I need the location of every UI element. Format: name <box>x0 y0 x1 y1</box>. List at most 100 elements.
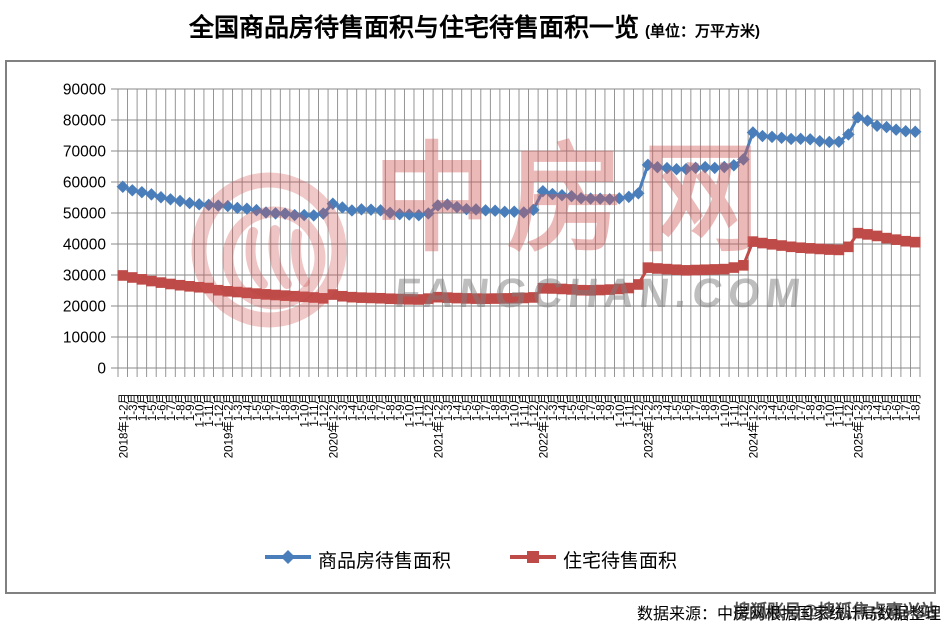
x-axis-label: 1-7月 <box>376 393 388 421</box>
x-axis-label: 1-11月 <box>309 393 321 427</box>
data-point <box>174 279 186 291</box>
x-axis-label: 1-9月 <box>815 393 827 421</box>
chart-title-text: 全国商品房待售面积与住宅待售面积一览 <box>188 14 639 42</box>
x-axis-label: 1-4月 <box>347 393 359 421</box>
data-point <box>383 206 397 220</box>
data-point <box>289 290 300 302</box>
y-axis-label: 90000 <box>63 82 106 99</box>
x-axis-label: 1-9月 <box>500 393 512 421</box>
x-axis-label: 1-9月 <box>605 393 617 421</box>
data-point <box>900 235 911 247</box>
data-point <box>441 198 454 211</box>
x-axis-label: 1-7月 <box>586 393 598 421</box>
data-point <box>231 201 244 215</box>
x-axis-label: 1-8月 <box>491 393 503 421</box>
x-axis-label: 1-10月 <box>825 393 837 428</box>
x-axis-label: 2022年1-2月 <box>536 393 550 458</box>
data-point <box>165 278 176 290</box>
data-point <box>641 158 655 172</box>
data-point <box>679 162 693 176</box>
legend-marker-residential <box>509 548 557 571</box>
data-point <box>737 153 750 166</box>
chart-title: 全国商品房待售面积与住宅待售面积一览 (单位：万平方米) <box>0 8 949 44</box>
x-axis-label: 1-12月 <box>214 393 226 428</box>
data-point <box>871 230 883 242</box>
data-point <box>622 190 635 204</box>
data-point <box>422 293 434 304</box>
data-point <box>336 201 349 214</box>
data-point <box>528 292 539 303</box>
x-axis-label: 1-7月 <box>166 393 178 421</box>
data-point <box>480 293 491 305</box>
data-point <box>508 205 521 218</box>
x-axis-label: 1-11月 <box>624 393 636 427</box>
data-point <box>536 185 550 198</box>
x-axis-label: 1-6月 <box>156 393 168 421</box>
data-point <box>413 294 425 305</box>
x-axis-label: 1-10月 <box>195 393 207 428</box>
data-point <box>375 292 386 304</box>
x-axis-label: 1-6月 <box>261 393 273 421</box>
data-point <box>517 206 530 219</box>
data-point <box>403 294 415 305</box>
data-point <box>727 159 741 172</box>
data-point <box>442 292 453 303</box>
data-point <box>642 262 654 273</box>
data-point <box>832 135 846 149</box>
x-axis-label: 2025年1-2月 <box>851 393 865 458</box>
data-point <box>842 128 855 141</box>
x-axis-label: 2018年1-2月 <box>116 393 130 458</box>
y-axis-label: 70000 <box>63 144 106 161</box>
x-axis-label: 1-5月 <box>672 393 684 421</box>
data-point <box>843 241 854 253</box>
data-point <box>766 239 778 250</box>
data-point <box>585 285 596 296</box>
data-point <box>555 189 569 202</box>
x-axis-label: 1-3月 <box>338 393 350 421</box>
x-axis-label: 1-10月 <box>510 393 522 428</box>
x-axis-label: 2024年1-2月 <box>746 393 760 458</box>
data-point <box>135 185 149 199</box>
data-point <box>259 206 273 219</box>
data-point <box>450 200 464 214</box>
x-axis-label: 1-3月 <box>128 393 140 421</box>
data-point <box>337 290 348 302</box>
x-axis-label: 1-7月 <box>901 393 913 421</box>
data-point <box>508 292 520 304</box>
data-point <box>775 131 788 145</box>
data-point <box>623 282 635 294</box>
data-point <box>279 290 291 301</box>
data-point <box>833 244 845 256</box>
data-point <box>603 192 616 206</box>
y-axis-label: 80000 <box>63 113 106 130</box>
data-point <box>384 293 396 305</box>
data-point <box>757 237 768 249</box>
y-axis-label: 10000 <box>63 330 106 347</box>
data-point <box>690 264 701 276</box>
data-point <box>823 135 836 149</box>
chart-frame: 0 10000 20000 30000 40000 50000 60000 70000 8000… <box>5 60 936 594</box>
data-point <box>432 291 444 303</box>
footer: 数据来源：中房网根据国家统计局数据整理 搜狐账号@搜狐焦点嘉兴站 <box>0 600 941 624</box>
data-point <box>814 243 826 255</box>
data-point <box>250 203 263 217</box>
data-point <box>241 287 253 299</box>
data-point <box>479 204 492 217</box>
data-point <box>127 272 138 283</box>
x-axis-label: 2020年1-2月 <box>326 393 340 458</box>
data-point <box>412 209 425 222</box>
data-point <box>728 262 740 273</box>
y-axis-label: 30000 <box>63 268 106 285</box>
data-point <box>260 289 272 300</box>
y-axis-label: 60000 <box>63 175 106 192</box>
data-point <box>709 264 721 275</box>
x-axis-label: 1-6月 <box>682 393 694 421</box>
data-point <box>708 161 721 175</box>
y-axis-label: 40000 <box>63 237 106 254</box>
data-point <box>547 283 558 294</box>
data-point <box>823 244 835 255</box>
plot-area: 0 10000 20000 30000 40000 50000 60000 70000 8000… <box>63 82 923 459</box>
data-point <box>671 264 682 276</box>
data-point <box>308 292 320 303</box>
data-point <box>126 184 139 197</box>
